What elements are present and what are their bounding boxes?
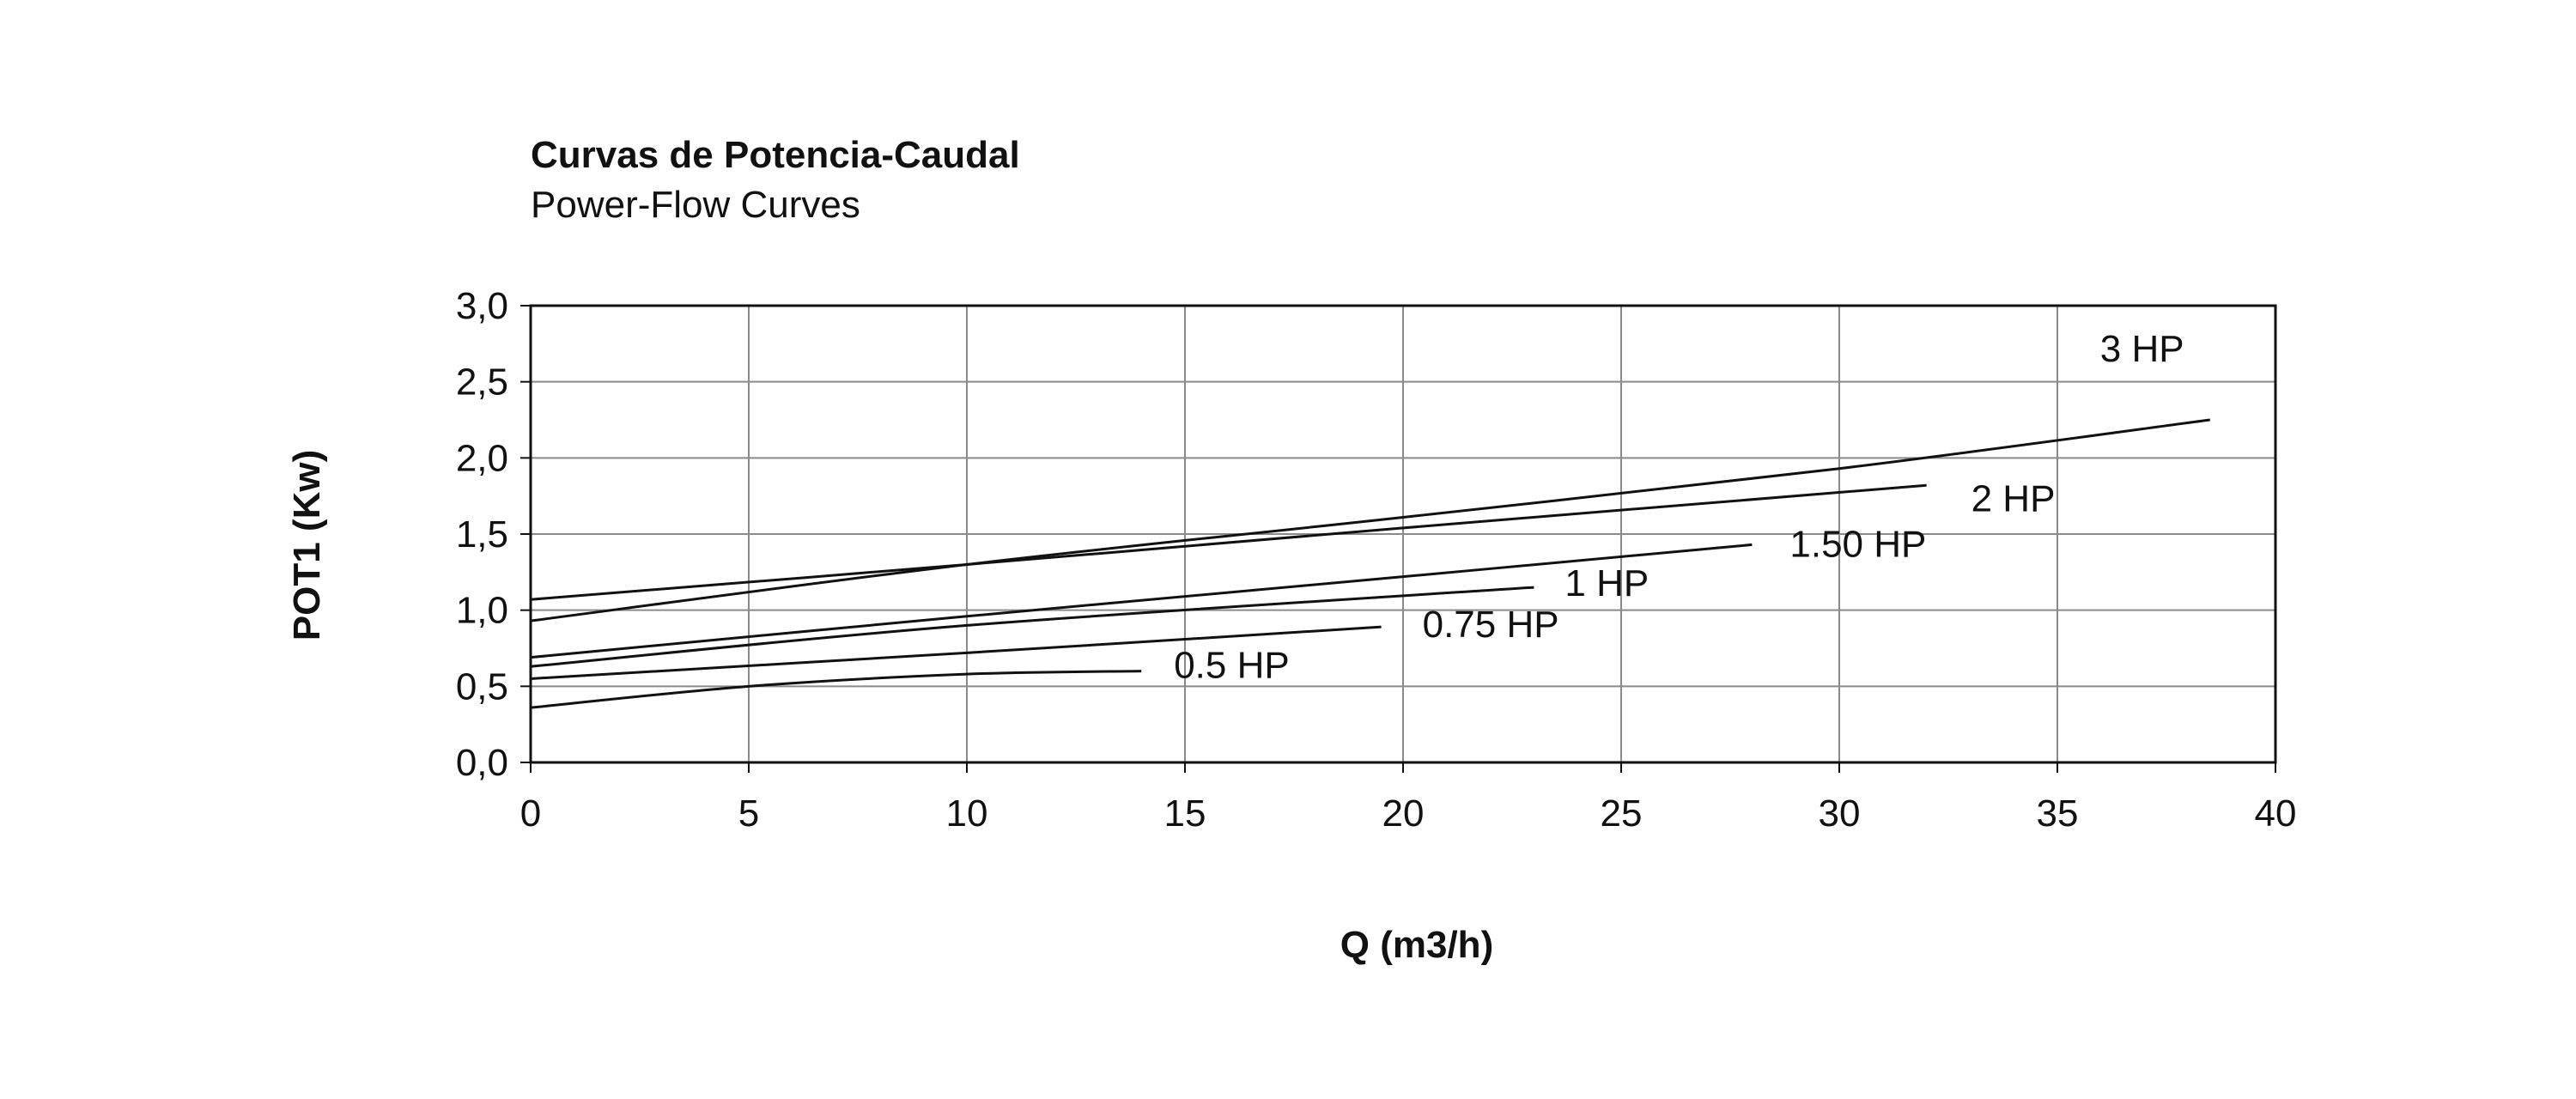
x-tick-label: 10 [946, 792, 988, 835]
curve-label-1-hp: 1 HP [1564, 562, 1649, 604]
x-tick-label: 30 [1819, 792, 1861, 835]
curve-0-75-hp [530, 625, 1382, 680]
chart-subtitle: Power-Flow Curves [531, 184, 860, 226]
curve-label-0-5-hp: 0.5 HP [1174, 645, 1290, 687]
y-tick-label: 3,0 [456, 285, 508, 327]
x-tick-label: 0 [520, 792, 541, 835]
y-axis-title: POT1 (Kw) [286, 450, 328, 641]
x-tick-label: 20 [1382, 792, 1425, 835]
curve-2-hp [530, 483, 1927, 601]
curve-lines [530, 418, 2210, 709]
curve-1-50-hp [530, 543, 1753, 659]
curve-labels: 0.5 HP 0.75 HP1 HP 1.50 HP 2 HP 3 HP [1174, 328, 2184, 687]
x-tick-label: 25 [1601, 792, 1643, 835]
y-tick-label: 2,5 [456, 361, 508, 404]
grid-lines [531, 306, 2275, 762]
curve-label-0-75-hp: 0.75 HP [1423, 604, 1559, 646]
y-tick-label: 1,5 [456, 513, 508, 556]
y-tick-label: 0,5 [456, 665, 508, 707]
curve-label-1-50-hp: 1.50 HP [1789, 523, 1926, 565]
chart-title: Curvas de Potencia-Caudal [531, 134, 1020, 176]
curve-label-2-hp: 2 HP [1971, 477, 2056, 519]
curve-label-3-hp: 3 HP [2100, 328, 2184, 370]
curve-1-hp [530, 586, 1534, 668]
y-tick-label: 1,0 [456, 590, 508, 632]
axis-ticks: 0 5 10 15 20 25 30 35 40 0,0 0,5 1,0 1,5 2,0 2,5 3,0 [456, 285, 2297, 835]
x-tick-label: 15 [1164, 792, 1206, 835]
curve-3-hp [530, 418, 2210, 622]
x-tick-label: 40 [2255, 792, 2297, 835]
x-axis-title: Q (m3/h) [1340, 924, 1493, 966]
y-tick-label: 0,0 [456, 742, 508, 784]
x-tick-label: 5 [738, 792, 759, 835]
y-tick-label: 2,0 [456, 437, 508, 479]
curve-0-5-hp [530, 670, 1142, 709]
x-tick-label: 35 [2037, 792, 2079, 835]
